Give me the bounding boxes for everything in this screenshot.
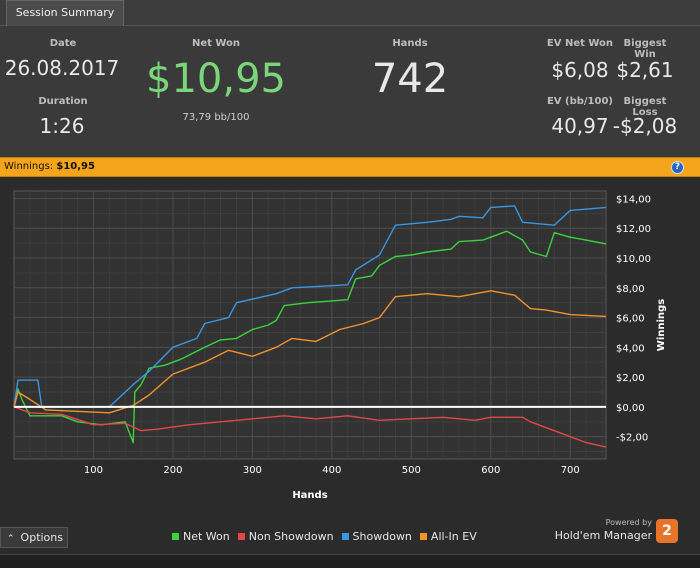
winnings-chart: 100 200 300 400 500 600 700 $14,00 $12,00 $10,00 $…: [13, 190, 667, 501]
legend-label: All-In EV: [430, 530, 477, 543]
holdem-manager-name: Hold'em Manager: [554, 529, 652, 542]
ev-net-won-label: EV Net Won: [546, 38, 614, 49]
legend-label: Non Showdown: [248, 530, 334, 543]
y-tick-label: $2,00: [616, 373, 645, 384]
legend-item: All-In EV: [419, 530, 477, 543]
ev-net-won-value: $6,08: [551, 58, 609, 82]
biggest-win-label: Biggest Win: [623, 38, 667, 60]
winnings-bar-text: Winnings: $10,95: [4, 161, 95, 172]
tab-session-summary[interactable]: Session Summary: [6, 0, 124, 26]
y-tick-label: $12,00: [616, 224, 651, 235]
net-won-bb100: 73,79 bb/100: [182, 112, 250, 123]
y-tick-label: $4,00: [616, 343, 645, 354]
summary-panel: Date 26.08.2017 Duration 1:26 Net Won $1…: [0, 26, 700, 157]
biggest-win-value: $2,61: [616, 58, 674, 82]
bottom-status-bar: [0, 554, 700, 568]
duration-value: 1:26: [39, 114, 85, 138]
x-tick-label: 100: [84, 465, 103, 476]
x-tick-label: 400: [322, 465, 341, 476]
ev-bb100-label: EV (bb/100): [546, 96, 614, 107]
biggest-loss-value: -$2,08: [612, 114, 678, 138]
legend-label: Showdown: [352, 530, 412, 543]
y-tick-label: $0,00: [616, 403, 645, 414]
legend-item: Net Won: [172, 530, 230, 543]
winnings-bar-label: Winnings:: [4, 161, 54, 172]
y-axis-title: Winnings: [656, 299, 667, 351]
tab-strip: Session Summary: [0, 0, 700, 26]
holdem-manager-logo: 2: [656, 519, 678, 543]
winnings-chart-area: 100 200 300 400 500 600 700 $14,00 $12,00 $10,00 $…: [0, 178, 700, 568]
hands-label: Hands: [392, 38, 428, 49]
y-tick-label: -$2,00: [616, 433, 648, 444]
y-tick-label: $14,00: [616, 194, 651, 205]
legend-swatch: [237, 532, 245, 540]
branding: Powered by Hold'em Manager 2: [548, 518, 688, 546]
series-group: [13, 205, 607, 448]
legend-swatch: [419, 532, 427, 540]
winnings-bar: Winnings: $10,95 ?: [0, 157, 700, 177]
options-button[interactable]: ⌃ Options: [0, 527, 68, 548]
x-tick-label: 600: [481, 465, 500, 476]
x-tick-label: 200: [163, 465, 182, 476]
date-value: 26.08.2017: [4, 56, 120, 80]
legend-item: Non Showdown: [237, 530, 334, 543]
x-tick-label: 300: [243, 465, 262, 476]
plot-area: [13, 190, 607, 460]
options-label: Options: [20, 531, 63, 544]
hands-value: 742: [371, 56, 449, 102]
series-line-net-won: [13, 230, 607, 444]
biggest-loss-label: Biggest Loss: [623, 96, 667, 118]
help-icon[interactable]: ?: [671, 161, 684, 174]
y-tick-label: $6,00: [616, 314, 645, 325]
legend-swatch: [172, 532, 179, 540]
powered-by-text: Powered by: [605, 518, 652, 527]
series-line-all-in-ev: [13, 290, 607, 414]
x-tick-label: 500: [402, 465, 421, 476]
winnings-bar-value: $10,95: [56, 161, 95, 172]
chart-legend: Net Won Non Showdown Showdown All-In EV: [172, 530, 485, 544]
y-tick-label: $8,00: [616, 284, 645, 295]
net-won-label: Net Won: [191, 38, 241, 49]
x-tick-label: 700: [561, 465, 580, 476]
legend-label: Net Won: [183, 530, 230, 543]
chevron-up-icon: ⌃: [7, 534, 15, 544]
x-axis-title: Hands: [292, 490, 327, 501]
axis-ticks: 100 200 300 400 500 600 700 $14,00 $12,00 $10,00 $…: [84, 194, 651, 476]
legend-item: Showdown: [341, 530, 412, 543]
duration-label: Duration: [38, 96, 88, 107]
legend-swatch: [341, 532, 349, 540]
date-label: Date: [49, 38, 77, 49]
series-line-showdown: [13, 205, 607, 408]
ev-bb100-value: 40,97: [551, 114, 609, 138]
y-tick-label: $10,00: [616, 254, 651, 265]
net-won-value: $10,95: [146, 56, 286, 102]
series-line-non-showdown: [13, 406, 607, 448]
